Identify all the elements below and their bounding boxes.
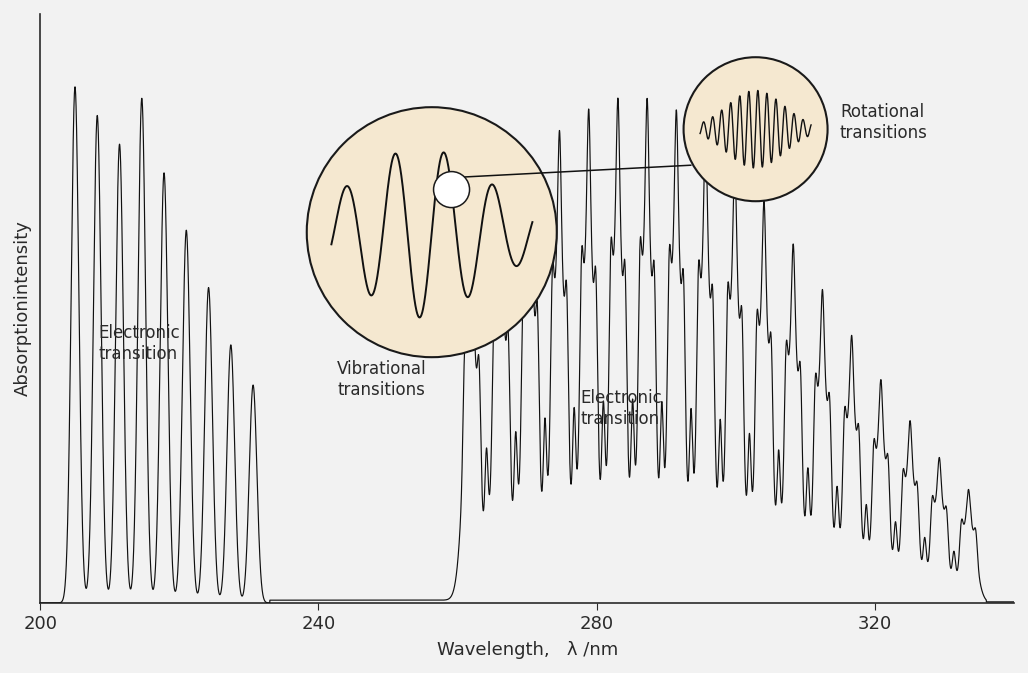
Text: Rotational
transitions: Rotational transitions (840, 103, 928, 142)
X-axis label: Wavelength,   λ /nm: Wavelength, λ /nm (437, 641, 618, 659)
Y-axis label: Absorptionintensity: Absorptionintensity (14, 221, 32, 396)
Text: Electronic
transition: Electronic transition (99, 324, 180, 363)
Text: Vibrational
transitions: Vibrational transitions (337, 360, 427, 398)
Text: Electronic
transition: Electronic transition (581, 389, 662, 428)
